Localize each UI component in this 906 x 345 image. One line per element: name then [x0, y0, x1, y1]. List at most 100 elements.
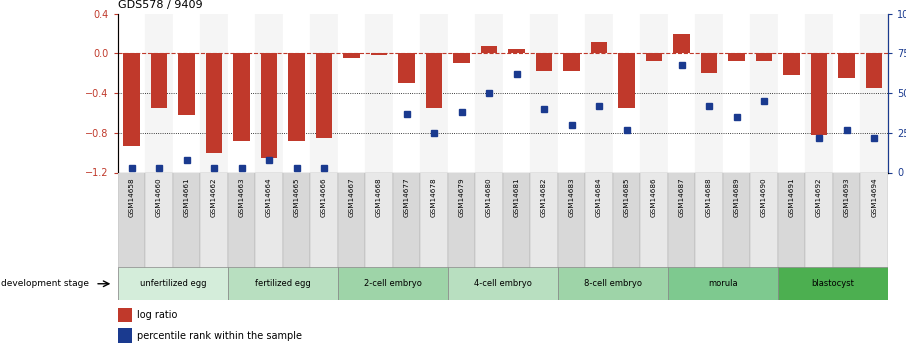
Bar	[448, 14, 476, 173]
Text: GSM14693: GSM14693	[843, 178, 850, 217]
Bar	[261, 53, 277, 158]
Bar	[118, 308, 131, 322]
Bar	[173, 172, 200, 300]
Bar	[585, 14, 612, 173]
Bar	[503, 14, 530, 173]
Bar	[393, 172, 420, 300]
Text: GSM14666: GSM14666	[321, 178, 327, 217]
Bar	[338, 267, 448, 300]
Text: GSM14689: GSM14689	[734, 178, 739, 217]
Bar	[668, 14, 696, 173]
Text: GSM14678: GSM14678	[431, 178, 437, 217]
Text: GSM14663: GSM14663	[238, 178, 245, 217]
Bar	[508, 49, 525, 53]
Bar	[310, 14, 338, 173]
Bar	[612, 14, 641, 173]
Text: GSM14677: GSM14677	[403, 178, 410, 217]
Text: log ratio: log ratio	[137, 310, 178, 320]
Bar	[426, 53, 442, 108]
Bar	[448, 172, 476, 300]
Text: GSM14662: GSM14662	[211, 178, 217, 217]
Bar	[701, 53, 718, 73]
Bar	[200, 172, 227, 300]
Bar	[641, 172, 668, 300]
Bar	[448, 267, 558, 300]
Text: morula: morula	[708, 279, 737, 288]
Text: GSM14681: GSM14681	[514, 178, 519, 217]
Bar	[288, 53, 304, 141]
Bar	[838, 53, 855, 78]
Bar	[150, 53, 168, 108]
Text: 2-cell embryo: 2-cell embryo	[364, 279, 422, 288]
Text: GSM14686: GSM14686	[651, 178, 657, 217]
Bar	[118, 328, 131, 343]
Bar	[453, 53, 470, 63]
Text: GSM14691: GSM14691	[788, 178, 795, 217]
Bar	[227, 172, 255, 300]
Text: GSM14684: GSM14684	[596, 178, 602, 217]
Bar	[530, 14, 558, 173]
Text: GSM14661: GSM14661	[184, 178, 189, 217]
Text: GSM14692: GSM14692	[816, 178, 822, 217]
Bar	[750, 14, 778, 173]
Bar	[283, 172, 310, 300]
Bar	[612, 172, 641, 300]
Bar	[861, 14, 888, 173]
Bar	[338, 172, 365, 300]
Text: development stage: development stage	[1, 279, 89, 288]
Bar	[255, 14, 283, 173]
Bar	[564, 53, 580, 71]
Text: percentile rank within the sample: percentile rank within the sample	[137, 331, 302, 341]
Bar	[234, 53, 250, 141]
Bar	[255, 172, 283, 300]
Bar	[591, 42, 607, 53]
Bar	[861, 172, 888, 300]
Bar	[420, 14, 448, 173]
Bar	[476, 172, 503, 300]
Bar	[227, 267, 338, 300]
Bar	[558, 14, 585, 173]
Bar	[310, 172, 338, 300]
Bar	[805, 14, 833, 173]
Bar	[420, 172, 448, 300]
Bar	[696, 14, 723, 173]
Text: 4-cell embryo: 4-cell embryo	[474, 279, 532, 288]
Bar	[866, 53, 882, 88]
Bar	[668, 267, 778, 300]
Bar	[558, 172, 585, 300]
Bar	[481, 46, 497, 53]
Bar	[750, 172, 778, 300]
Text: GSM14685: GSM14685	[623, 178, 630, 217]
Text: GSM14690: GSM14690	[761, 178, 767, 217]
Bar	[723, 172, 750, 300]
Bar	[316, 53, 333, 138]
Bar	[476, 14, 503, 173]
Text: GSM14680: GSM14680	[487, 178, 492, 217]
Text: GSM14682: GSM14682	[541, 178, 547, 217]
Bar	[668, 172, 696, 300]
Bar	[646, 53, 662, 61]
Bar	[833, 172, 861, 300]
Bar	[784, 53, 800, 75]
Bar	[503, 172, 530, 300]
Text: GSM14683: GSM14683	[569, 178, 574, 217]
Bar	[365, 172, 393, 300]
Text: GSM14688: GSM14688	[706, 178, 712, 217]
Text: GSM14668: GSM14668	[376, 178, 382, 217]
Bar	[145, 172, 173, 300]
Bar	[535, 53, 553, 71]
Text: GDS578 / 9409: GDS578 / 9409	[118, 0, 202, 10]
Bar	[530, 172, 558, 300]
Bar	[118, 14, 145, 173]
Bar	[756, 53, 772, 61]
Bar	[338, 14, 365, 173]
Text: GSM14687: GSM14687	[679, 178, 685, 217]
Bar	[558, 267, 668, 300]
Text: GSM14694: GSM14694	[872, 178, 877, 217]
Text: unfertilized egg: unfertilized egg	[140, 279, 206, 288]
Text: fertilized egg: fertilized egg	[255, 279, 311, 288]
Bar	[227, 14, 255, 173]
Bar	[145, 14, 173, 173]
Text: GSM14660: GSM14660	[156, 178, 162, 217]
Bar	[811, 53, 827, 135]
